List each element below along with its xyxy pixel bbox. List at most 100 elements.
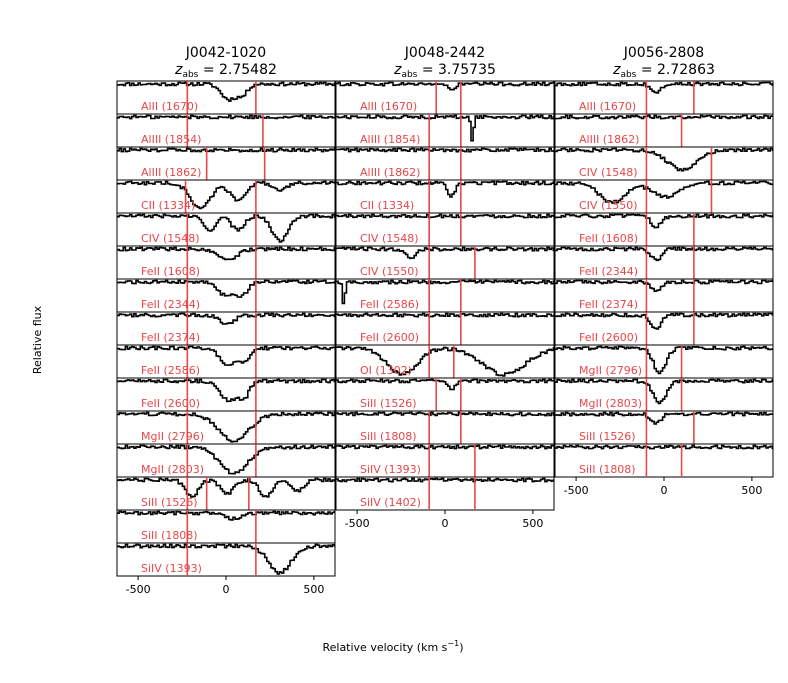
spectrum-line [117,345,336,366]
column-title: J0056-2808 [623,45,704,61]
column-title: J0048-2442 [404,45,485,61]
panel-0-1: AlIII (1854) [116,113,336,148]
panel-0-6: FeII (2344) [116,278,336,313]
spectrum-line [336,114,555,142]
spectrum-line [555,444,774,450]
ion-label: MgII (2803) [141,463,204,476]
column-redshift: zabs = 3.75735 [393,62,496,80]
panel-0-11: MgII (2803) [116,443,336,478]
x-tick-label: 0 [442,517,449,530]
panel-1-3: CII (1334) [335,179,555,214]
ion-label: FeII (2600) [141,397,200,410]
ion-label: CIV (1550) [579,199,638,212]
panel-2-11: SiII (1808) [554,443,774,478]
spectrum-line [336,411,555,417]
column-redshift: zabs = 2.75482 [174,62,277,80]
panel-2-2: CIV (1548) [554,146,774,181]
spectrum-line [555,378,774,405]
spectrum-line [555,312,774,330]
panel-0-13: SiII (1808) [116,509,336,544]
spectrum-line [336,180,555,198]
panel-1-4: CIV (1548) [335,212,555,247]
spectrum-line [117,213,336,243]
ion-label: OI (1302) [360,364,412,377]
ion-label: SiII (1526) [360,397,417,410]
spectrum-line [117,444,336,475]
spectrum-line [336,213,555,219]
spectrum-line [336,81,555,91]
panel-1-11: SiIV (1393) [335,443,555,478]
ion-label: AlII (1670) [360,100,417,113]
ion-label: SiII (1808) [141,529,198,542]
panel-0-2: AlIII (1862) [116,146,336,181]
x-tick-label: -500 [345,517,370,530]
panel-0-0: AlII (1670) [116,80,336,115]
spectrum-line [555,246,774,262]
ion-label: CIV (1550) [360,265,419,278]
spectrum-line [117,411,336,443]
spectrum-line [117,477,336,498]
ion-label: FeII (2586) [360,298,419,311]
panel-1-7: FeII (2600) [335,311,555,346]
ion-label: SiII (1526) [579,430,636,443]
panel-0-4: CIV (1548) [116,212,336,247]
ion-label: FeII (1608) [141,265,200,278]
panel-1-9: SiII (1526) [335,377,555,412]
column-title: J0042-1020 [185,45,266,61]
ion-label: CIV (1548) [579,166,638,179]
ion-label: AlII (1670) [141,100,198,113]
ion-label: FeII (2586) [141,364,200,377]
ion-label: AlIII (1854) [360,133,420,146]
ion-label: MgII (2796) [141,430,204,443]
panel-1-0: AlII (1670) [335,80,555,115]
panel-2-1: AlIII (1862) [554,113,774,148]
spectrum-line [336,346,555,377]
spectrum-line [336,477,555,483]
x-tick-label: 0 [661,484,668,497]
spectrum-line [117,246,336,261]
x-tick-label: -500 [564,484,589,497]
spectrum-line [336,378,554,391]
ion-label: CIV (1548) [360,232,419,245]
spectrum-line [555,81,774,94]
ion-label: FeII (2600) [360,331,419,344]
ion-label: SiIV (1393) [141,562,202,575]
panel-1-10: SiII (1808) [335,410,555,445]
ion-label: FeII (2374) [141,331,200,344]
panel-2-4: FeII (1608) [554,212,774,247]
panel-0-7: FeII (2374) [116,311,336,346]
panel-2-3: CIV (1550) [554,179,774,214]
panel-2-7: FeII (2600) [554,311,774,346]
ion-label: FeII (2600) [579,331,638,344]
spectrum-line [117,114,336,120]
spectrum-line [555,411,774,425]
ion-label: SiII (1526) [141,496,198,509]
ion-label: FeII (1608) [579,232,638,245]
ion-label: CII (1334) [141,199,195,212]
spectrum-line [117,180,336,210]
ion-label: AlIII (1862) [360,166,420,179]
panel-0-14: SiIV (1393) [116,542,336,577]
ion-label: SiII (1808) [579,463,636,476]
x-axis-label: Relative velocity (km s−1) [322,639,463,654]
panel-0-10: MgII (2796) [116,410,336,445]
panel-2-9: MgII (2803) [554,377,774,412]
x-tick-label: 0 [223,583,230,596]
panel-1-2: AlIII (1862) [335,146,555,181]
x-tick-label: -500 [126,583,151,596]
ion-label: SiIV (1393) [360,463,421,476]
panel-2-10: SiII (1526) [554,410,774,445]
panel-2-0: AlII (1670) [554,80,774,115]
ion-label: SiII (1808) [360,430,417,443]
panel-0-9: FeII (2600) [116,377,336,412]
panel-1-1: AlIII (1854) [335,113,555,148]
ion-label: MgII (2803) [579,397,642,410]
ion-label: SiIV (1402) [360,496,421,509]
spectrum-line [336,444,555,450]
ion-label: CII (1334) [360,199,414,212]
